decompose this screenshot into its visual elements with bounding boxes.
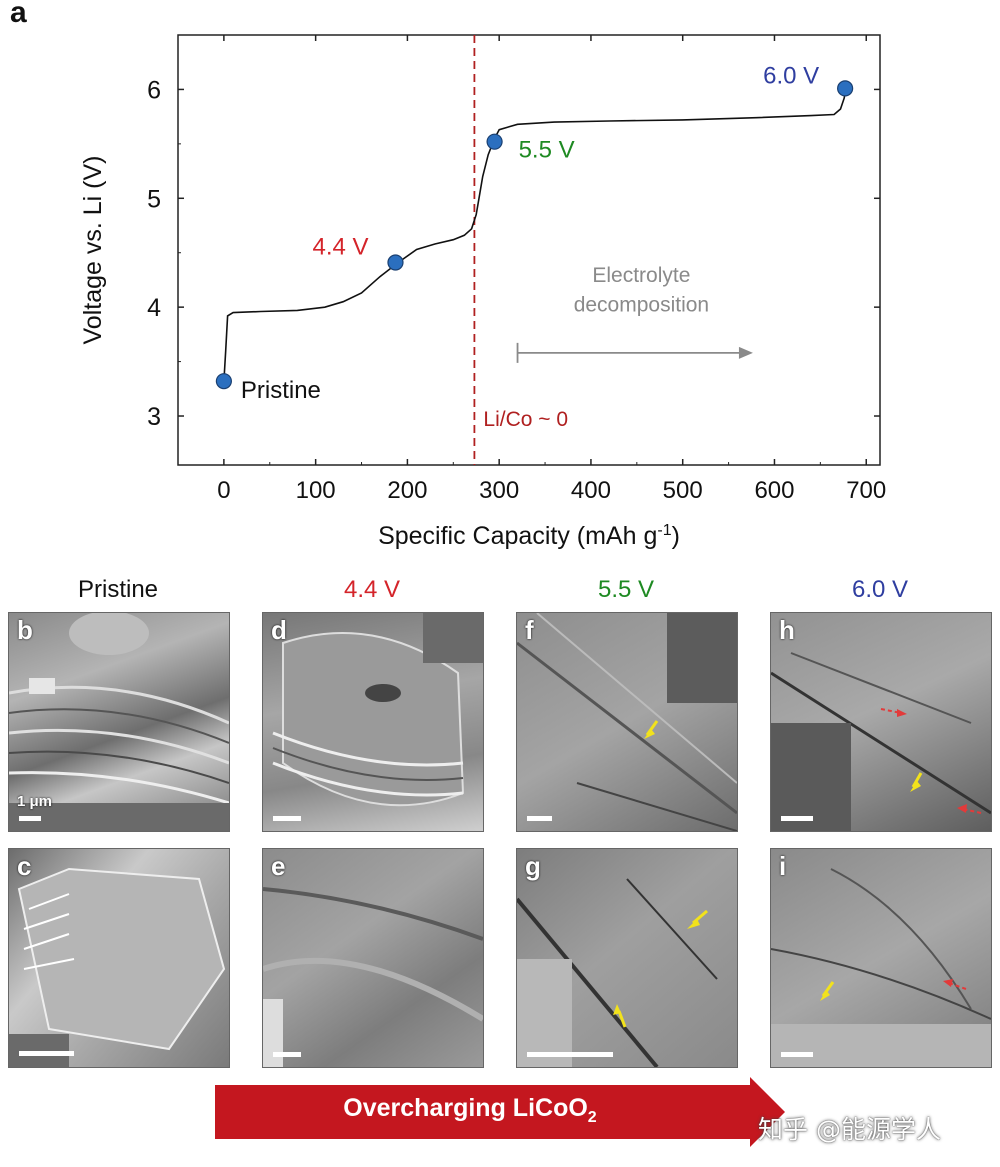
overcharging-label: Overcharging LiCoO2	[343, 1094, 597, 1126]
point-label: 4.4 V	[312, 234, 368, 261]
panel-letter-i: i	[779, 851, 787, 881]
voltage-curve	[223, 88, 847, 382]
scale-bar	[781, 1052, 813, 1057]
panel-letter-d: d	[271, 615, 287, 645]
sem-panel-i: i	[770, 848, 992, 1068]
data-point	[486, 133, 503, 150]
point-label: Pristine	[241, 377, 321, 404]
data-point	[837, 80, 854, 97]
scale-bar	[273, 816, 301, 821]
column-title-6-0v: 6.0 V	[851, 576, 909, 603]
point-label: 6.0 V	[763, 62, 819, 89]
sem-texture-h	[771, 652, 991, 831]
sem-panel-g: g	[516, 848, 738, 1068]
y-tick-label: 4	[147, 294, 161, 322]
x-tick-label: 300	[479, 477, 519, 504]
plot-frame	[177, 34, 881, 466]
column-title-5-5v: 5.5 V	[597, 576, 655, 603]
sem-panel-b: b 1 μm	[8, 612, 230, 832]
data-point	[215, 373, 232, 390]
x-tick-label: 100	[296, 477, 336, 504]
sem-panel-d: d	[262, 612, 484, 832]
x-tick-label: 700	[846, 477, 886, 504]
x-tick-label: 200	[387, 477, 427, 504]
sem-texture-i	[771, 868, 991, 1067]
panel-letter-a: a	[10, 0, 27, 29]
sem-texture-c	[9, 867, 226, 1067]
point-label: 5.5 V	[519, 137, 575, 164]
y-tick-label: 6	[147, 76, 161, 104]
x-tick-label: 0	[217, 477, 230, 504]
scale-bar	[527, 816, 552, 821]
watermark: 知乎 @能源学人	[758, 1115, 941, 1144]
sem-texture-e	[263, 887, 483, 1067]
sem-panel-e: e	[262, 848, 484, 1068]
scale-bar	[527, 1052, 613, 1057]
sem-panel-h: h	[770, 612, 992, 832]
x-tick-label: 500	[663, 477, 703, 504]
li-co-label: Li/Co ~ 0	[483, 408, 568, 431]
scale-bar	[273, 1052, 301, 1057]
y-axis-label: Voltage vs. Li (V)	[79, 156, 107, 345]
x-tick-label: 400	[571, 477, 611, 504]
sem-texture-f	[517, 613, 737, 831]
annotation-line2: decomposition	[574, 294, 709, 317]
panel-letter-e: e	[271, 851, 286, 881]
sem-texture-g	[517, 878, 718, 1067]
scale-label: 1 μm	[17, 793, 53, 810]
sem-texture-b	[9, 613, 229, 831]
sem-panel-c: c	[8, 848, 230, 1068]
panel-letter-g: g	[525, 851, 541, 881]
column-title-4-4v: 4.4 V	[343, 576, 401, 603]
x-axis-label: Specific Capacity (mAh g-1)	[378, 522, 680, 550]
annotation-arrow-head	[738, 346, 753, 359]
voltage-capacity-chart: 0 100 200 300 400 500 600 700 3 4 5 6 Specific Capac…	[79, 34, 886, 550]
scale-bar	[19, 816, 41, 821]
overcharging-arrow	[215, 1077, 785, 1147]
y-tick-label: 5	[147, 185, 161, 213]
panel-letter-f: f	[525, 615, 534, 645]
scale-bar	[781, 816, 813, 821]
panel-letter-b: b	[17, 615, 33, 645]
panel-letter-c: c	[17, 851, 32, 881]
data-point	[387, 254, 404, 271]
column-title-pristine: Pristine	[77, 576, 159, 603]
scale-bar	[19, 1051, 74, 1056]
panel-letter-h: h	[779, 615, 795, 645]
x-tick-label: 600	[754, 477, 794, 504]
annotation-line1: Electrolyte	[592, 264, 690, 287]
y-tick-label: 3	[147, 403, 161, 431]
sem-panel-f: f	[516, 612, 738, 832]
sem-texture-d	[272, 613, 483, 807]
